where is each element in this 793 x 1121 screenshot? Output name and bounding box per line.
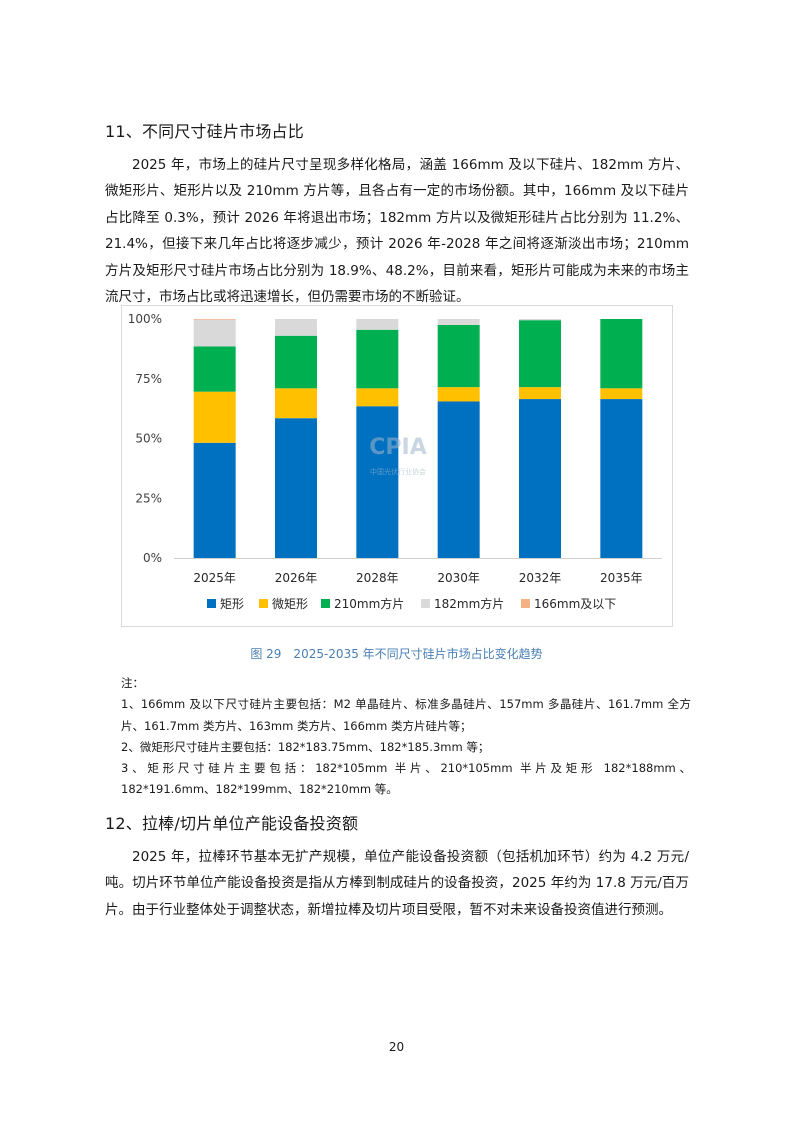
legend-swatch: [521, 599, 530, 608]
bar-segment: [356, 329, 399, 389]
bar-segment: [519, 399, 561, 558]
stacked-bar-chart: 0% 25% 50% 75% 100% 2025年 2026年 2028年 2030年 2032年…: [121, 305, 673, 627]
bar-segment: [356, 406, 399, 558]
figure-caption: 图 29 2025-2035 年不同尺寸硅片市场占比变化趋势: [250, 647, 543, 661]
legend-label: 182mm方片: [434, 596, 504, 611]
section-12-paragraph: 2025 年，拉棒环节基本无扩产规模，单位产能设备投资额（包括机加环节）约为 4…: [105, 849, 689, 918]
bar-segment: [437, 387, 480, 402]
bar-segment: [519, 319, 561, 321]
y-tick-label: 50%: [135, 432, 162, 446]
bar-segment: [193, 442, 236, 558]
legend-swatch: [259, 599, 268, 608]
y-tick-label: 100%: [128, 312, 162, 326]
legend-label: 166mm及以下: [534, 597, 616, 611]
section-11-paragraph: 2025 年，市场上的硅片尺寸呈现多样化格局，涵盖 166mm 及以下硅片、18…: [105, 157, 689, 306]
section-11-heading: 11、不同尺寸硅片市场占比: [105, 122, 304, 141]
bar-segment: [193, 391, 236, 443]
x-tick-label: 2028年: [356, 571, 399, 585]
y-tick-label: 25%: [135, 491, 162, 505]
bar-segment: [519, 387, 561, 400]
bar-segment: [356, 388, 399, 407]
x-tick-label: 2032年: [519, 571, 562, 585]
bar-segment: [275, 418, 317, 558]
legend-swatch: [207, 599, 216, 608]
legend-label: 210mm方片: [334, 596, 404, 611]
notes-block: 注： 1、166mm 及以下尺寸硅片主要包括：M2 单晶硅片、标准多晶硅片、15…: [121, 673, 691, 801]
legend-swatch: [421, 599, 430, 608]
bar-segment: [437, 324, 480, 388]
x-tick-label: 2026年: [275, 571, 318, 585]
note-item-1: 1、166mm 及以下尺寸硅片主要包括：M2 单晶硅片、标准多晶硅片、157mm…: [121, 697, 691, 733]
legend-swatch: [321, 599, 330, 608]
x-tick-label: 2030年: [437, 571, 480, 585]
bar-segment: [437, 319, 480, 325]
bar-segment: [600, 399, 643, 558]
bar-segment: [275, 319, 317, 336]
note-item-2: 2、微矩形尺寸硅片主要包括：182*183.75mm、182*185.3mm 等…: [121, 739, 490, 754]
note-item-3: 3、矩形尺寸硅片主要包括：182*105mm 半片、210*105mm 半片及矩…: [121, 761, 691, 797]
bar-segment: [600, 319, 643, 389]
x-tick-label: 2035年: [600, 571, 643, 585]
bar-segment: [275, 335, 317, 389]
bar-segment: [193, 319, 236, 347]
bar-segment: [193, 319, 236, 320]
watermark-logo: CPIA: [369, 435, 426, 460]
bar-segment: [193, 346, 236, 392]
y-tick-label: 75%: [135, 372, 162, 386]
x-tick-label: 2025年: [193, 571, 236, 585]
y-tick-label: 0%: [143, 551, 162, 565]
watermark-subtitle: 中国光伏行业协会: [370, 467, 426, 476]
page-number: 20: [388, 1040, 405, 1054]
bar-segment: [356, 319, 399, 330]
bar-segment: [437, 401, 480, 558]
section-12-heading: 12、拉棒/切片单位产能设备投资额: [105, 814, 359, 833]
bar-segment: [600, 388, 643, 400]
legend-label: 微矩形: [272, 597, 308, 611]
bar-segment: [519, 320, 561, 388]
legend-label: 矩形: [220, 597, 244, 611]
notes-title: 注：: [121, 676, 144, 690]
chart-canvas: 0% 25% 50% 75% 100% 2025年 2026年 2028年 2030年 2032年…: [128, 312, 662, 611]
bar-segment: [275, 388, 317, 419]
